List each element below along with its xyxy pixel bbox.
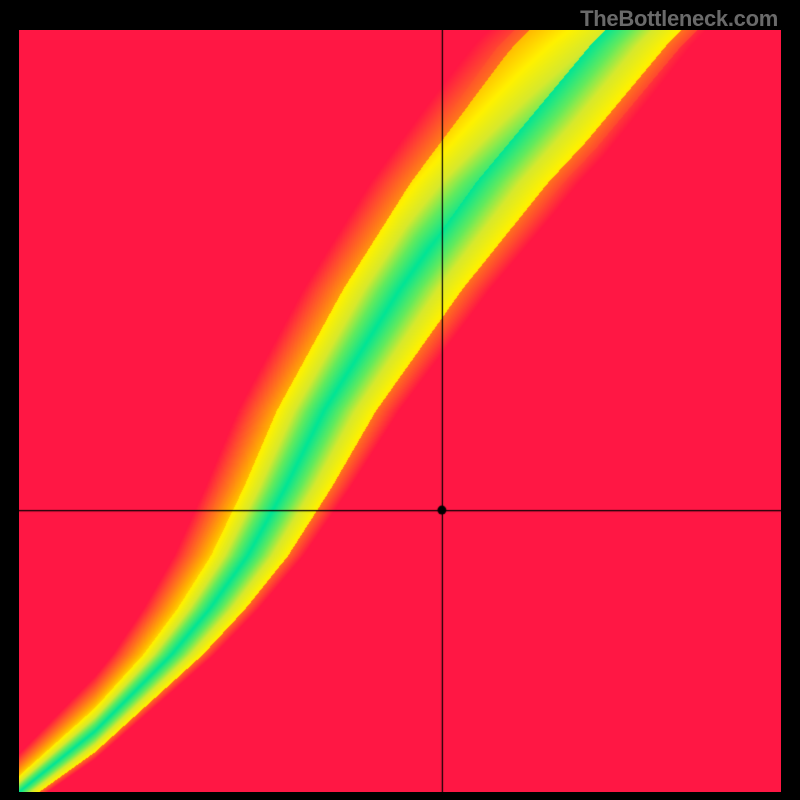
heatmap-plot — [19, 30, 781, 792]
heatmap-canvas — [19, 30, 781, 792]
watermark-text: TheBottleneck.com — [580, 6, 778, 32]
